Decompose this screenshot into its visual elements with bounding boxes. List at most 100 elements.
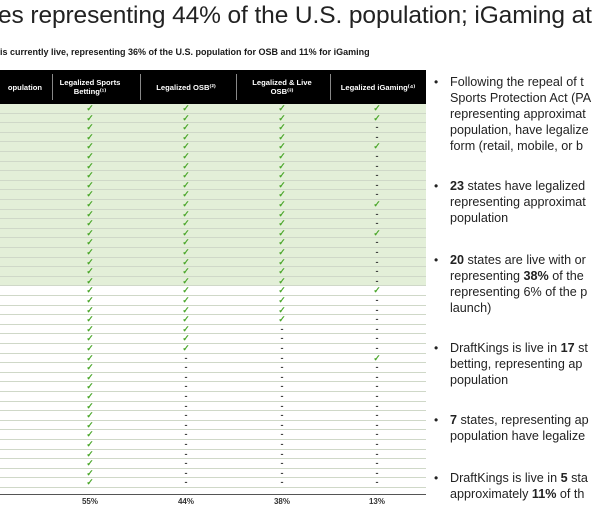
- cell-igaming: -: [375, 304, 379, 315]
- cell-osb: -: [184, 458, 188, 469]
- bullet-dot-icon: •: [434, 341, 439, 355]
- bullet-line: approximately 11% of th: [450, 486, 600, 502]
- cell-sports-betting: ✓: [86, 218, 94, 229]
- population-cell: [0, 229, 50, 238]
- cell-live-osb: -: [280, 352, 284, 363]
- population-cell: [0, 450, 50, 459]
- cell-igaming: -: [375, 391, 379, 401]
- bullet-highlight: 17: [560, 341, 575, 355]
- cell-osb: ✓: [182, 227, 190, 238]
- cell-osb: ✓: [182, 323, 190, 334]
- cell-igaming: -: [375, 256, 379, 267]
- cell-osb: ✓: [182, 199, 190, 209]
- header-divider: [236, 74, 237, 100]
- bullet-segment: states have legalized: [464, 179, 586, 193]
- cell-igaming: -: [375, 237, 379, 248]
- cell-igaming: -: [375, 467, 379, 478]
- cell-igaming: -: [375, 410, 379, 421]
- bullet-segment: betting, representing ap: [450, 357, 583, 371]
- cell-live-osb: ✓: [278, 266, 286, 277]
- cell-osb: -: [184, 362, 188, 373]
- cell-igaming: -: [375, 179, 379, 190]
- table-row: ✓ ✓ ✓ -: [0, 179, 426, 191]
- cell-igaming: -: [375, 295, 379, 305]
- cell-osb: ✓: [182, 247, 190, 257]
- cell-live-osb: ✓: [278, 179, 286, 190]
- bullet-text: Following the repeal of t Sports Protecti…: [450, 74, 600, 154]
- population-cell: [0, 200, 50, 209]
- cell-sports-betting: ✓: [86, 122, 94, 133]
- cell-igaming: -: [375, 122, 379, 133]
- cell-osb: -: [184, 371, 188, 382]
- population-cell: [0, 133, 50, 142]
- cell-osb: ✓: [182, 141, 190, 152]
- cell-live-osb: ✓: [278, 103, 286, 113]
- table-row: ✓ ✓ ✓ -: [0, 276, 426, 287]
- bullet-text: DraftKings is live in 17 st betting, repr…: [450, 340, 600, 388]
- population-cell: [0, 469, 50, 478]
- population-cell: [0, 478, 50, 487]
- header-legalized-live-osb: Legalized & Live OSB⁽³⁾: [252, 78, 312, 96]
- cell-live-osb: ✓: [278, 151, 286, 161]
- population-cell: [0, 392, 50, 401]
- cell-live-osb: ✓: [278, 314, 286, 325]
- cell-igaming: -: [375, 477, 379, 488]
- cell-sports-betting: ✓: [86, 227, 94, 238]
- cell-igaming: -: [375, 189, 379, 200]
- table-row: ✓ ✓ ✓ ✓: [0, 285, 426, 296]
- population-cell: [0, 190, 50, 199]
- bullet-line: Following the repeal of t: [450, 74, 600, 90]
- table-row: ✓ - - -: [0, 410, 426, 421]
- total-sports-betting: 55%: [81, 497, 98, 506]
- bullet-line: representing approximat: [450, 106, 600, 122]
- population-cell: [0, 104, 50, 113]
- cell-igaming: -: [375, 419, 379, 430]
- cell-live-osb: ✓: [278, 170, 286, 181]
- population-cell: [0, 142, 50, 151]
- population-cell: [0, 277, 50, 286]
- cell-sports-betting: ✓: [86, 448, 94, 459]
- header-population: opulation: [7, 82, 43, 92]
- totals-row: 55% 44% 38% 13%: [0, 494, 426, 509]
- bullet-highlight: 23: [450, 179, 465, 193]
- bullet-segment: Sports Protection Act (PA: [450, 91, 592, 105]
- table-row: ✓ - - -: [0, 467, 426, 479]
- population-cell: [0, 181, 50, 190]
- cell-live-osb: ✓: [278, 199, 286, 209]
- bullet-segment: population have legalize: [450, 429, 586, 443]
- cell-live-osb: -: [280, 439, 284, 449]
- population-cell: [0, 430, 50, 439]
- cell-osb: ✓: [182, 314, 190, 325]
- cell-sports-betting: ✓: [86, 400, 94, 411]
- bullet-segment: of the: [548, 269, 584, 283]
- cell-live-osb: -: [280, 448, 284, 459]
- population-cell: [0, 325, 50, 334]
- cell-live-osb: ✓: [278, 122, 286, 133]
- cell-live-osb: ✓: [278, 304, 286, 315]
- population-cell: [0, 219, 50, 228]
- cell-igaming: ✓: [373, 103, 381, 113]
- cell-live-osb: -: [280, 371, 284, 382]
- cell-live-osb: ✓: [278, 227, 286, 238]
- table-row: ✓ - - -: [0, 477, 426, 488]
- cell-live-osb: ✓: [278, 285, 286, 296]
- cell-live-osb: -: [280, 323, 284, 334]
- bullet-segment: representing approximat: [450, 195, 586, 209]
- bullet-segment: population: [450, 373, 509, 387]
- population-cell: [0, 152, 50, 161]
- population-cell: [0, 411, 50, 420]
- cell-sports-betting: ✓: [86, 160, 94, 171]
- cell-osb: -: [184, 391, 188, 401]
- population-cell: [0, 171, 50, 180]
- bullet-line: form (retail, mobile, or b: [450, 138, 600, 154]
- cell-osb: ✓: [182, 237, 190, 248]
- bullet-highlight: 5: [560, 471, 568, 485]
- bullet-segment: states, representing ap: [457, 413, 589, 427]
- cell-igaming: -: [375, 448, 379, 459]
- table-row: ✓ ✓ ✓ -: [0, 122, 426, 133]
- cell-igaming: ✓: [373, 352, 381, 363]
- cell-osb: ✓: [182, 179, 190, 190]
- total-osb: 44%: [177, 497, 194, 506]
- population-cell: [0, 248, 50, 257]
- bullet-dot-icon: •: [434, 413, 439, 427]
